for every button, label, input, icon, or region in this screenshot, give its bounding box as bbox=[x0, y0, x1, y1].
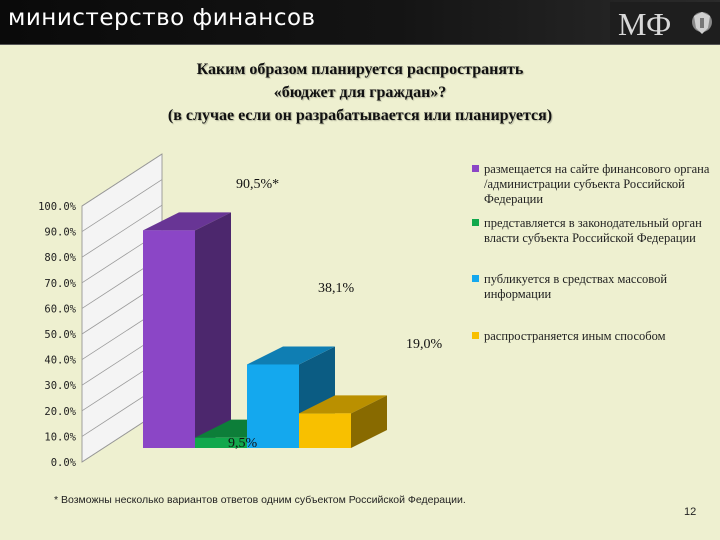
bar bbox=[143, 230, 195, 448]
bar-top bbox=[247, 346, 335, 365]
y-tick-label: 40.0% bbox=[44, 355, 76, 367]
data-label: 90,5%* bbox=[236, 177, 279, 192]
legend-item-other: распространяется иным способом bbox=[472, 329, 712, 344]
gridline bbox=[81, 179, 163, 232]
ministry-title: министерство финансов bbox=[8, 5, 316, 31]
legend-label: представляется в законодательный орган в… bbox=[484, 216, 702, 245]
y-tick-label: 20.0% bbox=[44, 406, 76, 418]
gridline bbox=[81, 153, 163, 207]
page-number: 12 bbox=[684, 506, 697, 518]
data-label: 9,5% bbox=[228, 436, 258, 451]
footnote: * Возможны несколько вариантов ответов о… bbox=[54, 494, 466, 506]
slide-title-line-1: Каким образом планируется распространять bbox=[196, 61, 524, 78]
svg-text:МФ: МФ bbox=[618, 6, 671, 42]
legend-label: публикуется в средствах массовой информа… bbox=[484, 272, 668, 301]
y-tick-label: 50.0% bbox=[44, 329, 76, 341]
y-tick-label: 80.0% bbox=[44, 252, 76, 264]
bar-top bbox=[143, 212, 231, 231]
y-tick-label: 0.0% bbox=[51, 457, 77, 469]
y-tick-label: 100.0% bbox=[38, 201, 77, 213]
eagle-emblem-icon bbox=[692, 12, 712, 34]
legend-label: размещается на сайте финансового органа … bbox=[484, 162, 710, 206]
legend-item-website: размещается на сайте финансового органа … bbox=[472, 162, 712, 207]
legend-label: распространяется иным способом bbox=[484, 329, 666, 343]
bar bbox=[247, 364, 299, 448]
bar-side bbox=[351, 395, 387, 448]
gridline bbox=[81, 204, 163, 258]
data-label: 19,0% bbox=[406, 337, 443, 352]
legend-item-media: публикуется в средствах массовой информа… bbox=[472, 272, 712, 302]
y-tick-label: 60.0% bbox=[44, 303, 76, 315]
slide-title: Каким образом планируется распространять… bbox=[60, 58, 660, 127]
y-tick-label: 70.0% bbox=[44, 278, 76, 290]
legend-swatch bbox=[472, 332, 479, 339]
bar-side bbox=[195, 212, 231, 448]
slide-title-line-2: «бюджет для граждан»? bbox=[273, 84, 447, 101]
bar bbox=[195, 437, 247, 448]
legend-swatch bbox=[472, 219, 479, 226]
data-label: 38,1% bbox=[318, 281, 355, 296]
bar-top bbox=[299, 395, 387, 414]
bar bbox=[299, 413, 351, 448]
legend-swatch bbox=[472, 165, 479, 172]
legend-swatch bbox=[472, 275, 479, 282]
ministry-logo: МФ bbox=[610, 2, 720, 44]
header-bar: министерство финансов МФ bbox=[0, 0, 720, 45]
slide-title-line-3: (в случае если он разрабатывается или пл… bbox=[167, 107, 553, 124]
y-tick-label: 90.0% bbox=[44, 227, 76, 239]
y-tick-label: 30.0% bbox=[44, 380, 76, 392]
legend-item-legislature: представляется в законодательный орган в… bbox=[472, 216, 712, 246]
y-tick-label: 10.0% bbox=[44, 431, 76, 443]
